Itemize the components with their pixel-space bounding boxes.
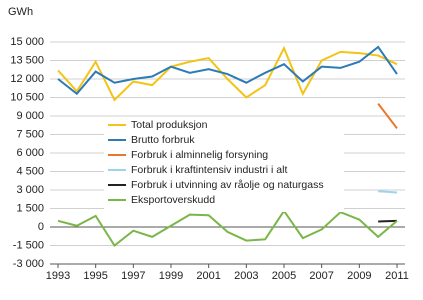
y-tick-label: 4 500 [16,165,44,177]
x-tick-label: 2003 [234,270,258,282]
x-tick-label: 1999 [159,270,183,282]
y-tick-label: -1 500 [13,239,44,251]
x-tick-label: 2007 [309,270,333,282]
series-line [57,209,398,247]
legend-label: Eksportoverskudd [131,194,215,206]
legend-label: Total produksjon [131,119,208,131]
y-tick-label: 3 000 [16,184,44,196]
legend: Total produksjon Brutto forbruk Forbruk i … [104,117,344,212]
legend-label: Forbruk i utvinning av råolje og naturga… [131,179,324,191]
series-line [378,219,398,223]
y-tick-label: 6 000 [16,147,44,159]
x-tick-label: 2001 [196,270,220,282]
x-tick-label: 1997 [121,270,145,282]
y-tick-label: 13 500 [10,54,44,66]
series-line [378,190,398,194]
x-tick-label: 1993 [46,270,70,282]
y-tick-label: 15 000 [10,36,44,48]
x-tick-label: 1995 [83,270,107,282]
y-tick-label: 10 500 [10,91,44,103]
legend-box [104,117,344,212]
series-line [57,45,398,102]
y-tick-label: 12 000 [10,73,44,85]
x-tick-label: 2011 [385,270,409,282]
legend-label: Forbruk i kraftintensiv industri i alt [131,164,287,176]
y-tick-label: 9 000 [16,110,44,122]
legend-label: Forbruk i alminnelig forsyning [131,149,268,161]
x-tick-label: 2005 [272,270,296,282]
y-tick-label: 1 500 [16,202,44,214]
y-axis-label: GWh [8,6,33,18]
y-tick-label: -3 000 [13,258,44,270]
y-tick-label: 0 [38,221,44,233]
x-tick-label: 2009 [347,270,371,282]
legend-label: Brutto forbruk [131,134,195,146]
series-line [57,45,398,96]
series-line [377,103,398,129]
y-tick-label: 7 500 [16,128,44,140]
